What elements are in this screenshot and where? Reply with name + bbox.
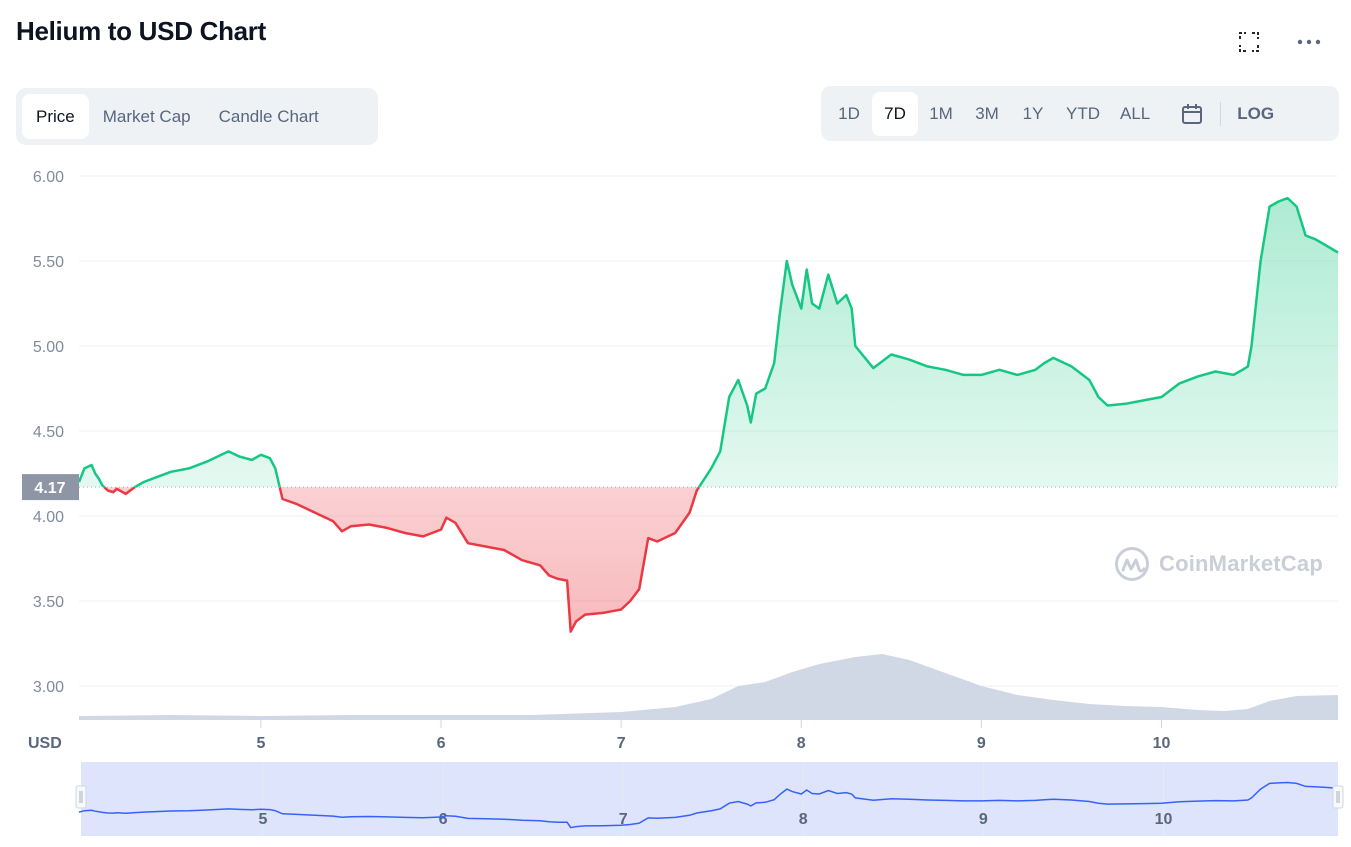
range-ytd[interactable]: YTD: [1066, 103, 1100, 123]
baseline-tag: [22, 474, 79, 501]
range-all[interactable]: ALL: [1120, 103, 1151, 123]
calendar-icon[interactable]: [1170, 92, 1214, 136]
coinmarketcap-logo-icon: [1115, 547, 1149, 581]
baseline: 4.17: [22, 474, 1338, 501]
y-tick-label: 6.00: [33, 169, 64, 186]
log-scale-toggle[interactable]: LOG: [1237, 103, 1275, 123]
watermark: CoinMarketCap: [1113, 545, 1323, 583]
range-divider: [1220, 101, 1222, 126]
page-title: Helium to USD Chart: [16, 16, 266, 46]
grid-lines: [79, 175, 1338, 687]
range-1y[interactable]: 1Y: [1022, 103, 1044, 123]
navigator-handle-left[interactable]: [75, 785, 87, 809]
y-tick-label: 3.00: [33, 679, 64, 696]
price-line-up: [77, 196, 1339, 488]
more-icon[interactable]: [1297, 30, 1321, 54]
y-axis: 6.00 5.50 5.00 4.50 4.00 3.50 3.00 USD: [28, 169, 64, 752]
volume-area: [79, 654, 1338, 720]
price-area: [79, 198, 1338, 632]
watermark-text: CoinMarketCap: [1159, 551, 1323, 576]
x-axis: 5 6 7 8 9 10: [256, 720, 1170, 752]
y-axis-unit: USD: [28, 735, 62, 752]
navigator-tick-label: 7: [619, 811, 628, 828]
fullscreen-icon[interactable]: [1237, 30, 1261, 54]
x-tick-label: 10: [1153, 735, 1171, 752]
navigator-handle-right[interactable]: [1332, 785, 1344, 809]
price-chart[interactable]: 6.00 5.50 5.00 4.50 4.00 3.50 3.00 USD 4.17 5 6 7…: [0, 150, 1351, 847]
y-tick-label: 3.50: [33, 594, 64, 611]
range-1m[interactable]: 1M: [929, 103, 953, 123]
time-range-selector: 1D 7D 1M 3M 1Y YTD ALL LOG: [821, 86, 1339, 141]
navigator-tick-label: 9: [979, 811, 988, 828]
chart-type-tabs: Price Market Cap Candle Chart: [16, 88, 378, 145]
navigator-tick-label: 6: [439, 811, 448, 828]
range-navigator[interactable]: 5 6 7 8 9 10: [75, 762, 1344, 836]
y-tick-label: 5.00: [33, 339, 64, 356]
navigator-selection: [81, 762, 1338, 836]
x-tick-label: 5: [256, 735, 265, 752]
price-area-down: [104, 487, 700, 632]
x-tick-label: 9: [977, 735, 986, 752]
x-tick-label: 8: [797, 735, 806, 752]
range-3m[interactable]: 3M: [975, 103, 999, 123]
volume-bars: [79, 654, 1338, 720]
navigator-tick-label: 10: [1155, 811, 1173, 828]
tab-market-cap[interactable]: Market Cap: [102, 106, 191, 126]
x-tick-label: 7: [617, 735, 626, 752]
navigator-tick-label: 8: [799, 811, 808, 828]
range-1d[interactable]: 1D: [838, 103, 860, 123]
baseline-label: 4.17: [34, 480, 65, 497]
price-line-down: [102, 487, 701, 633]
y-tick-label: 4.50: [33, 424, 64, 441]
navigator-line: [78, 781, 1339, 829]
y-tick-label: 4.00: [33, 509, 64, 526]
price-area-up: [79, 198, 1338, 488]
y-tick-label: 5.50: [33, 254, 64, 271]
tab-candle-chart[interactable]: Candle Chart: [218, 106, 319, 126]
x-tick-label: 6: [437, 735, 446, 752]
navigator-tick-label: 5: [258, 811, 267, 828]
tab-price[interactable]: Price: [22, 94, 89, 139]
range-7d[interactable]: 7D: [872, 91, 918, 136]
price-line: [77, 196, 1339, 633]
